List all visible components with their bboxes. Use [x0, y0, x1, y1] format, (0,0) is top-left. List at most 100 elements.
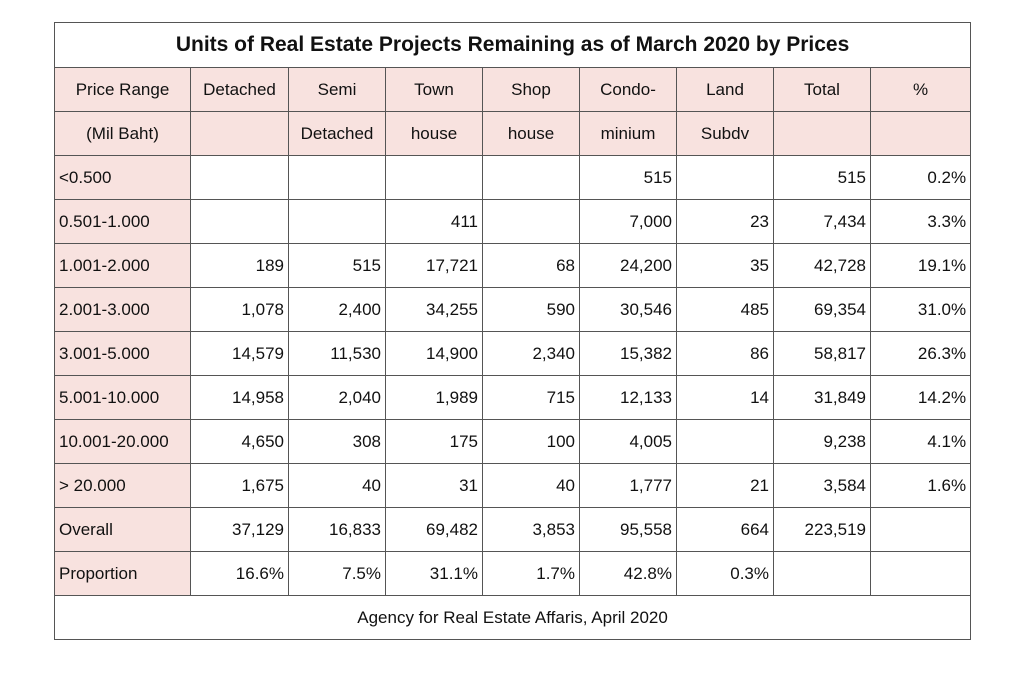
- data-cell: 86: [676, 331, 774, 376]
- data-cell: 7.5%: [288, 551, 386, 596]
- header-cell: Total: [773, 67, 871, 112]
- header-cell: Detached: [288, 111, 386, 156]
- table-row: 5.001-10.000 14,958 2,040 1,989 715 12,133 14 3…: [54, 375, 972, 420]
- data-cell: 189: [190, 243, 289, 288]
- table-row: 10.001-20.000 4,650 308 175 100 4,005 9,238 4.1…: [54, 419, 972, 464]
- data-cell: 308: [288, 419, 386, 464]
- header-cell: %: [869, 67, 972, 112]
- data-cell: 40: [288, 463, 386, 508]
- data-cell: 42.8%: [579, 551, 677, 596]
- data-cell: 19.1%: [869, 243, 972, 288]
- table-row: Proportion 16.6% 7.5% 31.1% 1.7% 42.8% 0.3%: [54, 551, 972, 596]
- data-cell: [869, 507, 972, 552]
- data-cell: 95,558: [579, 507, 677, 552]
- data-cell: 4.1%: [869, 419, 972, 464]
- table-row: 0.501-1.000 411 7,000 23 7,434 3.3%: [54, 199, 972, 244]
- data-cell: 14: [676, 375, 774, 420]
- data-cell: 40: [482, 463, 580, 508]
- table-title: Units of Real Estate Projects Remaining …: [53, 22, 972, 68]
- data-cell: 69,482: [385, 507, 483, 552]
- data-cell: 223,519: [773, 507, 871, 552]
- data-cell: 0.3%: [676, 551, 774, 596]
- table-row: > 20.000 1,675 40 31 40 1,777 21 3,584 1.6%: [54, 463, 972, 508]
- data-cell: 3.3%: [869, 199, 972, 244]
- data-cell: 69,354: [773, 287, 871, 332]
- data-cell: 23: [676, 199, 774, 244]
- data-cell: 14,579: [190, 331, 289, 376]
- header-cell: house: [385, 111, 483, 156]
- data-cell: [190, 199, 289, 244]
- data-cell: 15,382: [579, 331, 677, 376]
- row-label-cell: Proportion: [54, 551, 191, 596]
- data-cell: 411: [385, 199, 483, 244]
- header-cell: (Mil Baht): [54, 111, 191, 156]
- data-cell: 9,238: [773, 419, 871, 464]
- header-cell: [869, 111, 972, 156]
- data-cell: 14.2%: [869, 375, 972, 420]
- row-label-cell: 2.001-3.000: [54, 287, 191, 332]
- data-cell: 11,530: [288, 331, 386, 376]
- data-cell: 14,958: [190, 375, 289, 420]
- data-cell: 7,434: [773, 199, 871, 244]
- header-cell: Land: [676, 67, 774, 112]
- data-cell: 590: [482, 287, 580, 332]
- data-cell: 515: [579, 155, 677, 200]
- data-cell: 1.7%: [482, 551, 580, 596]
- real-estate-units-table: Units of Real Estate Projects Remaining …: [53, 22, 972, 640]
- data-cell: 14,900: [385, 331, 483, 376]
- data-cell: 2,340: [482, 331, 580, 376]
- data-cell: 31.0%: [869, 287, 972, 332]
- data-cell: 31,849: [773, 375, 871, 420]
- table-source-footer: Agency for Real Estate Affaris, April 20…: [53, 595, 972, 640]
- data-cell: 664: [676, 507, 774, 552]
- data-cell: 17,721: [385, 243, 483, 288]
- data-cell: 26.3%: [869, 331, 972, 376]
- header-cell: [773, 111, 871, 156]
- data-cell: 24,200: [579, 243, 677, 288]
- table-row: 1.001-2.000 189 515 17,721 68 24,200 35 42,728 1…: [54, 243, 972, 288]
- data-cell: 3,584: [773, 463, 871, 508]
- row-label-cell: 0.501-1.000: [54, 199, 191, 244]
- data-cell: 1,675: [190, 463, 289, 508]
- header-row: (Mil Baht) Detached house house minium Subdv: [54, 111, 972, 156]
- data-cell: [773, 551, 871, 596]
- data-cell: [385, 155, 483, 200]
- data-cell: 1,989: [385, 375, 483, 420]
- table-row: 2.001-3.000 1,078 2,400 34,255 590 30,546 485 6…: [54, 287, 972, 332]
- header-cell: Price Range: [54, 67, 191, 112]
- data-cell: 100: [482, 419, 580, 464]
- data-cell: [482, 155, 580, 200]
- data-cell: 1,078: [190, 287, 289, 332]
- header-row: Price Range Detached Semi Town Shop Condo- Lan…: [54, 67, 972, 112]
- table-row: Overall 37,129 16,833 69,482 3,853 95,558 664 2…: [54, 507, 972, 552]
- header-cell: Detached: [190, 67, 289, 112]
- data-cell: 12,133: [579, 375, 677, 420]
- data-cell: 58,817: [773, 331, 871, 376]
- header-cell: Semi: [288, 67, 386, 112]
- row-label-cell: Overall: [54, 507, 191, 552]
- row-label-cell: 1.001-2.000: [54, 243, 191, 288]
- data-cell: 515: [773, 155, 871, 200]
- data-cell: 16,833: [288, 507, 386, 552]
- data-cell: 21: [676, 463, 774, 508]
- row-label-cell: 10.001-20.000: [54, 419, 191, 464]
- data-cell: 16.6%: [190, 551, 289, 596]
- data-cell: 485: [676, 287, 774, 332]
- data-cell: [190, 155, 289, 200]
- data-cell: [288, 155, 386, 200]
- data-cell: 35: [676, 243, 774, 288]
- table-row: 3.001-5.000 14,579 11,530 14,900 2,340 15,382…: [54, 331, 972, 376]
- data-cell: [676, 419, 774, 464]
- row-label-cell: <0.500: [54, 155, 191, 200]
- row-label-cell: > 20.000: [54, 463, 191, 508]
- data-cell: [676, 155, 774, 200]
- data-cell: 30,546: [579, 287, 677, 332]
- data-cell: 1,777: [579, 463, 677, 508]
- data-cell: 42,728: [773, 243, 871, 288]
- data-cell: [482, 199, 580, 244]
- data-cell: 37,129: [190, 507, 289, 552]
- header-cell: Shop: [482, 67, 580, 112]
- header-cell: minium: [579, 111, 677, 156]
- header-cell: Town: [385, 67, 483, 112]
- data-cell: 515: [288, 243, 386, 288]
